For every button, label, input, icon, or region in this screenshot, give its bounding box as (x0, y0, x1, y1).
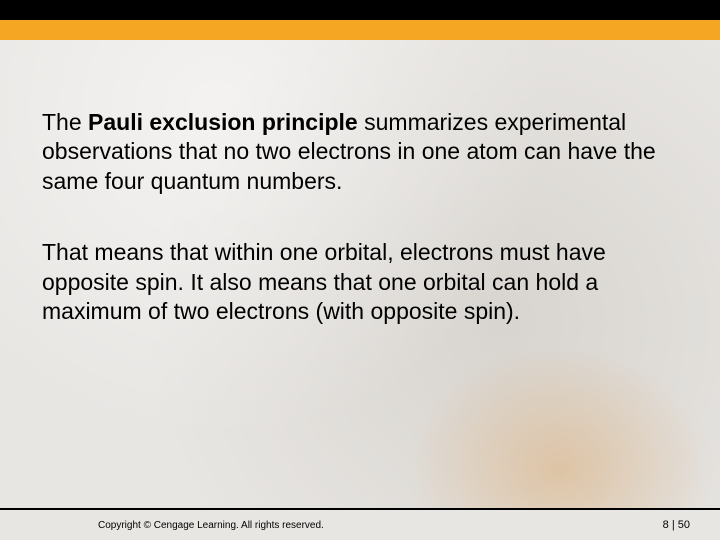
paragraph-1-pre: The (42, 109, 88, 135)
paragraph-2: That means that within one orbital, elec… (42, 238, 678, 326)
paragraph-1: The Pauli exclusion principle summarizes… (42, 108, 678, 196)
footer: Copyright © Cengage Learning. All rights… (0, 510, 720, 540)
header-bar-orange (0, 20, 720, 40)
paragraph-1-bold: Pauli exclusion principle (88, 109, 358, 135)
page-number: 8 | 50 (663, 519, 690, 531)
copyright-text: Copyright © Cengage Learning. All rights… (98, 520, 324, 531)
slide-content: The Pauli exclusion principle summarizes… (42, 108, 678, 327)
header-bar-black (0, 0, 720, 20)
